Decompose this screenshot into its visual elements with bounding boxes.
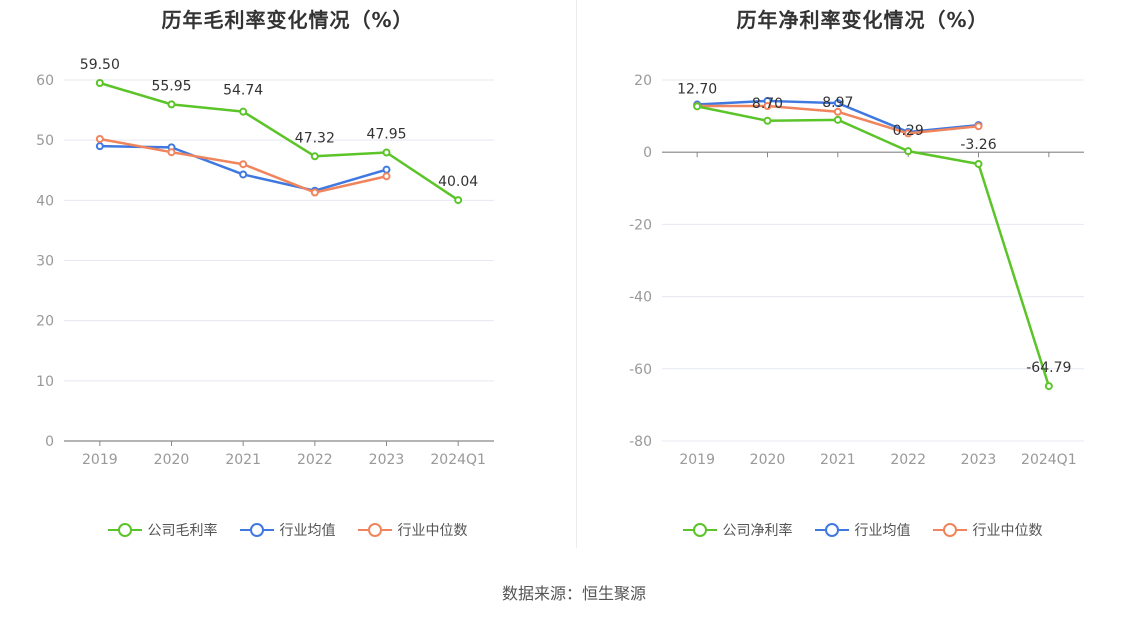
legend-label: 行业均值 [854,523,911,539]
x-tick-label: 2020 [154,452,190,468]
legend-label: 公司净利率 [722,523,793,539]
net-margin-chart: 历年净利率变化情况（%） -80 -60 -40 -20 0 20 2019 2020 2021… [577,0,1148,560]
data-label: 55.95 [151,78,191,94]
data-label: -64.79 [1026,360,1071,376]
x-tick-label: 2024Q1 [430,452,486,468]
legend-item[interactable]: 行业中位数 [357,520,468,540]
data-point[interactable] [974,122,983,131]
legend-item[interactable]: 行业均值 [814,520,911,540]
legend-label: 行业中位数 [397,523,468,539]
x-tick-label: 2022 [297,452,333,468]
chart-title: 历年毛利率变化情况（%） [161,8,414,32]
x-tick-label: 2019 [679,452,715,468]
series-line [99,81,459,202]
data-label: 0.29 [893,123,924,139]
data-point[interactable] [310,152,319,161]
legend-item[interactable]: 行业均值 [239,520,336,540]
data-label: 8.97 [822,95,853,111]
data-point[interactable] [239,160,248,169]
data-point[interactable] [95,134,104,143]
legend-swatch [814,522,849,538]
data-point[interactable] [904,147,913,156]
y-tick-label: 10 [36,374,54,390]
legend-item[interactable]: 公司毛利率 [107,520,218,540]
chart-legend: 公司毛利率 行业均值 行业中位数 [0,520,575,540]
chart-legend: 公司净利率 行业均值 行业中位数 [577,520,1148,540]
data-point[interactable] [239,107,248,116]
data-point[interactable] [382,165,391,174]
x-tick-label: 2023 [369,452,405,468]
y-tick-label: 0 [45,434,54,450]
x-tick-label: 2021 [820,452,856,468]
x-tick-label: 2024Q1 [1021,452,1077,468]
data-point[interactable] [693,102,702,111]
legend-label: 行业中位数 [972,523,1043,539]
chart-title: 历年净利率变化情况（%） [736,8,989,32]
data-point[interactable] [95,79,104,88]
x-tick-label: 2020 [750,452,786,468]
net-margin-plot: -80 -60 -40 -20 0 20 2019 2020 2021 2022 2023 2024Q… [629,73,1084,468]
y-tick-label: 30 [36,254,54,270]
legend-swatch [682,522,717,538]
data-label: 40.04 [438,174,478,190]
series-line [696,105,1051,387]
x-tick-label: 2023 [961,452,997,468]
data-point[interactable] [167,148,176,157]
legend-item[interactable]: 行业中位数 [932,520,1043,540]
y-tick-label: -60 [629,362,652,378]
data-point[interactable] [239,170,248,179]
legend-swatch [932,522,967,538]
x-tick-label: 2019 [82,452,118,468]
data-point[interactable] [904,129,913,138]
legend-label: 公司毛利率 [147,523,218,539]
data-point[interactable] [833,107,842,116]
y-tick-label: -40 [629,290,652,306]
data-label: 59.50 [80,57,120,73]
y-tick-label: 20 [36,314,54,330]
data-label: 54.74 [223,83,263,99]
data-point[interactable] [1044,382,1053,391]
legend-item[interactable]: 公司净利率 [682,520,793,540]
x-tick-label: 2021 [225,452,261,468]
data-point[interactable] [382,172,391,181]
gross-margin-plot: 0 10 20 30 40 50 60 2019 2020 2021 2022 2023 2024Q1 5… [36,57,494,468]
y-tick-label: 50 [36,133,54,149]
y-tick-label: 0 [643,145,652,161]
data-point[interactable] [833,115,842,124]
data-point[interactable] [167,100,176,109]
gross-margin-chart: 历年毛利率变化情况（%） 0 10 20 30 40 50 60 2019 2020 2021 20… [0,0,575,560]
data-point[interactable] [763,101,772,110]
data-label: 47.32 [295,130,335,146]
y-tick-label: -20 [629,217,652,233]
data-point[interactable] [763,116,772,125]
data-point[interactable] [382,148,391,157]
data-label: -3.26 [960,137,996,153]
y-tick-label: 40 [36,193,54,209]
y-tick-label: 20 [634,73,652,89]
data-label: 12.70 [677,81,717,97]
data-point[interactable] [833,99,842,108]
y-tick-label: 60 [36,73,54,89]
data-point[interactable] [454,196,463,205]
data-point[interactable] [974,159,983,168]
legend-swatch [107,522,142,538]
data-source: 数据来源：恒生聚源 [501,584,646,603]
x-tick-label: 2022 [890,452,926,468]
legend-swatch [357,522,392,538]
data-label: 47.95 [366,127,406,143]
panel-divider [576,0,577,548]
data-label: 8.70 [752,96,783,112]
data-point[interactable] [310,188,319,197]
data-point[interactable] [95,142,104,151]
y-tick-label: -80 [629,434,652,450]
series-line [99,144,387,192]
legend-label: 行业均值 [279,523,336,539]
legend-swatch [239,522,274,538]
